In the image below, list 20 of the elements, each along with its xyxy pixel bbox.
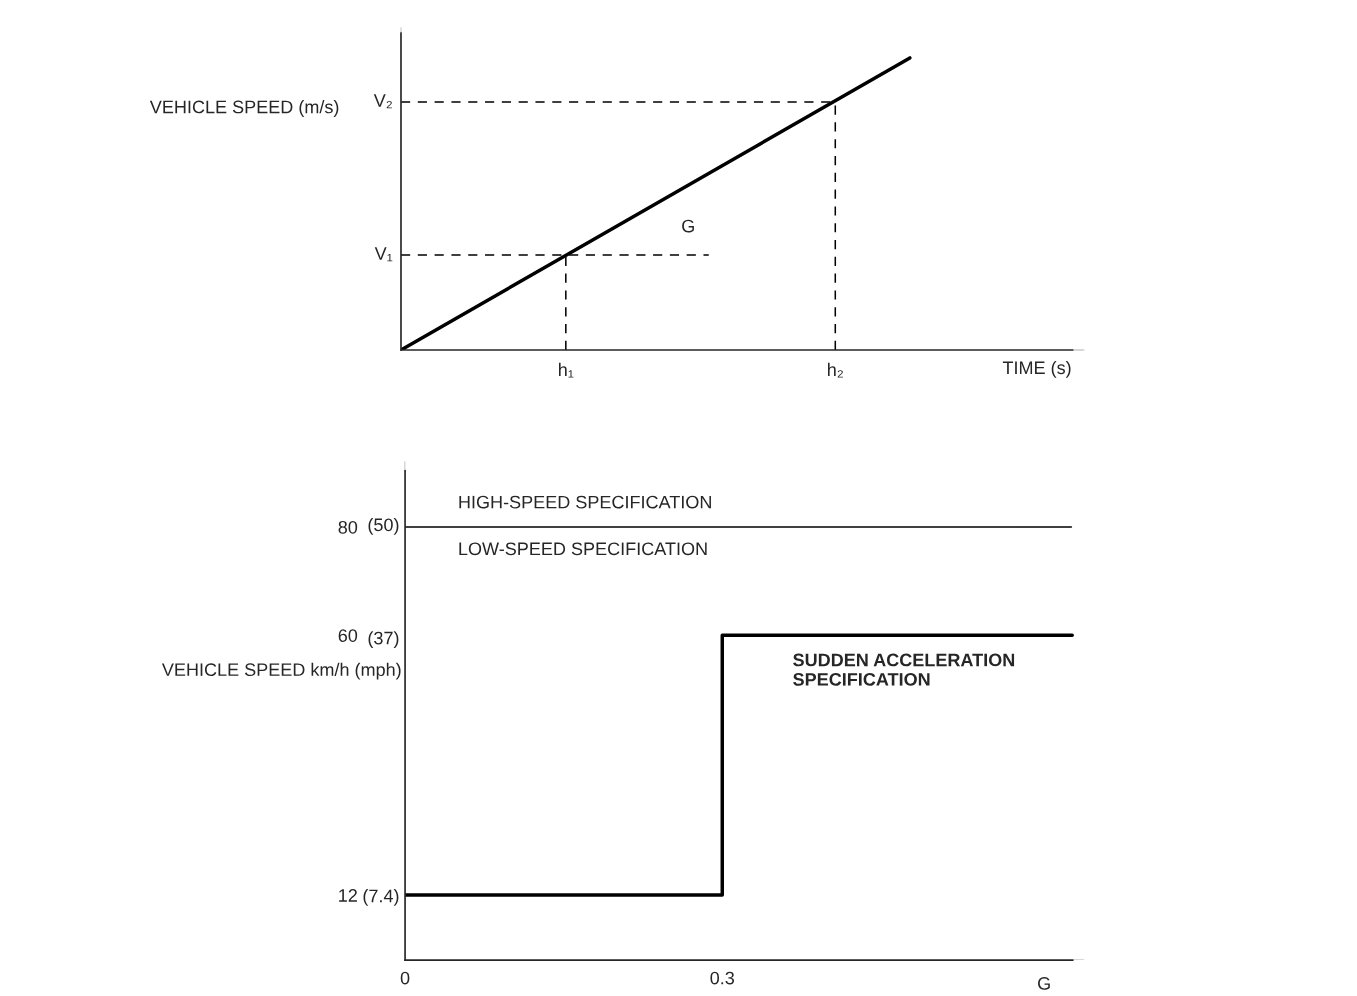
- y-tick-label: 12: [339, 889, 357, 902]
- y-axis-title: VEHICLE SPEED km/h (mph): [161, 662, 401, 680]
- text: G: [682, 219, 694, 233]
- ref-line-label: HIGH-SPEED SPECIFICATION: [459, 495, 711, 509]
- text: V₂: [373, 94, 392, 109]
- y2-tick-label: (50): [368, 517, 399, 535]
- text: h₁: [559, 362, 574, 378]
- annotation: LOW-SPEED SPECIFICATION: [459, 542, 707, 556]
- x-tick-label: 0: [400, 971, 410, 985]
- text: TIME (s): [1002, 360, 1071, 378]
- text: VEHICLE SPEED (m/s): [149, 100, 339, 117]
- y2-tick-label: (7.4): [363, 889, 399, 906]
- text: V₁: [374, 247, 393, 262]
- y-tick-label: 60: [338, 629, 358, 642]
- annotation: SUDDEN ACCELERATION SPECIFICATION: [793, 653, 1015, 686]
- x-axis-title: G: [1038, 977, 1050, 990]
- x-tick-label: 0.3: [710, 971, 735, 985]
- y-tick-label: 80: [338, 520, 358, 534]
- y2-tick-label: (37): [368, 631, 399, 649]
- text: h₂: [828, 362, 843, 378]
